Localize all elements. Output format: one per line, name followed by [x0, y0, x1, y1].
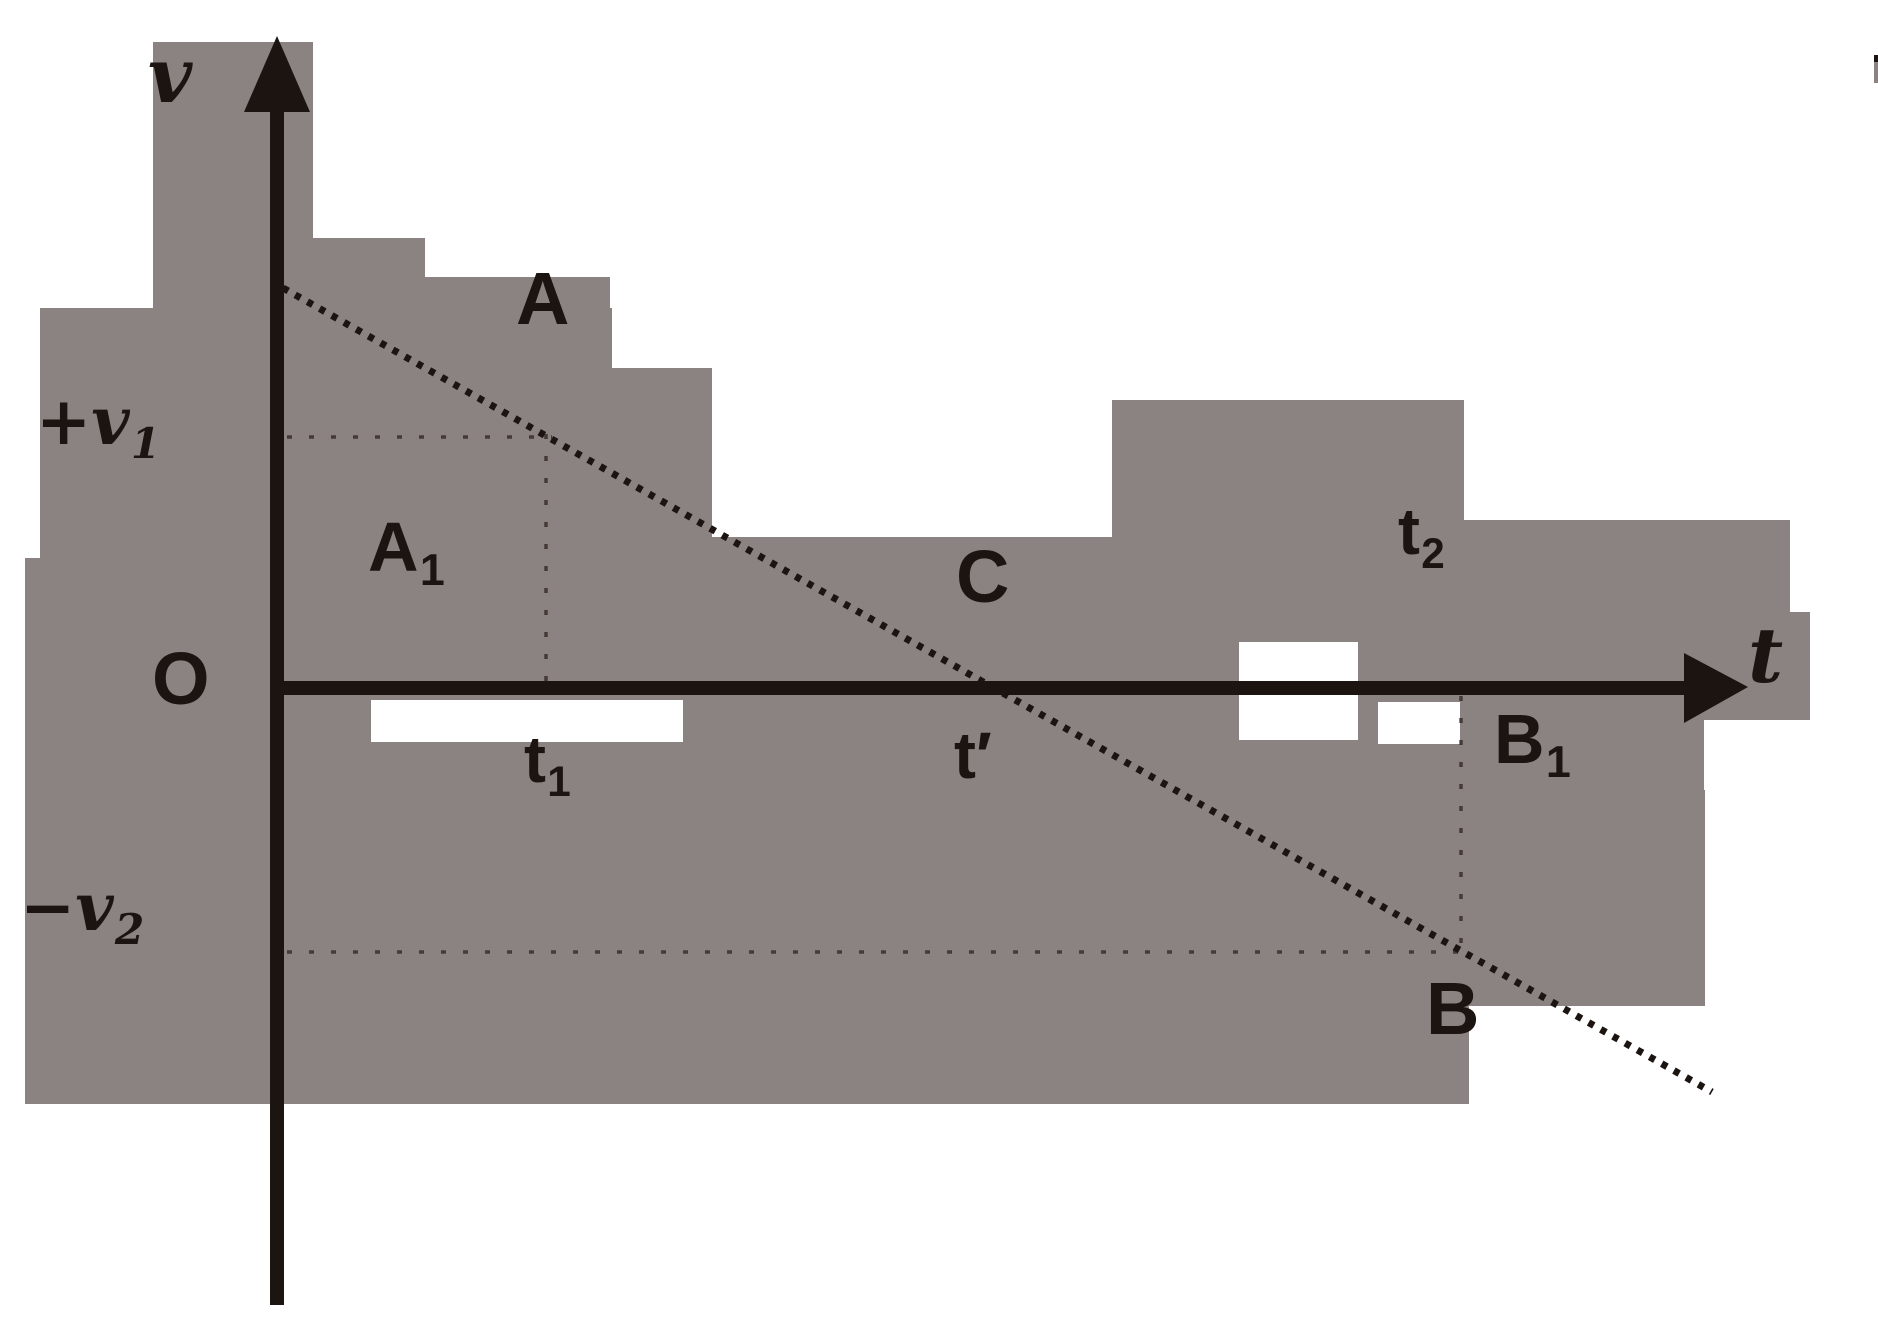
label-v-axis-label: v — [148, 38, 192, 114]
label-plus-v1-text: +v — [36, 382, 130, 460]
label-point-B1: B1 — [1494, 704, 1571, 785]
label-tick-tprime-text: t′ — [954, 718, 992, 792]
label-plus-v1-subscript: 1 — [130, 417, 161, 468]
label-plus-v1: +v1 — [36, 388, 160, 464]
label-minus-v2: −v2 — [20, 874, 144, 950]
scan-gray-patch — [1112, 400, 1464, 542]
label-tick-t2: t2 — [1398, 498, 1445, 574]
scan-white-notch — [371, 700, 683, 742]
label-t-axis-label-text: t — [1748, 611, 1784, 700]
label-t-axis-label: t — [1748, 618, 1783, 694]
label-tick-t2-text: t — [1398, 494, 1420, 568]
label-area-A1-subscript: 1 — [419, 545, 445, 596]
scan-white-notch — [1378, 702, 1460, 744]
label-point-A-text: A — [516, 257, 570, 340]
label-point-C-text: C — [956, 535, 1010, 618]
label-origin: O — [152, 642, 210, 716]
label-point-A: A — [516, 262, 569, 336]
label-area-A1-text: A — [368, 508, 419, 586]
scan-gray-patch — [1235, 790, 1705, 1006]
scan-gray-patch — [25, 558, 629, 1104]
scan-gray-patch — [1704, 612, 1810, 720]
t-axis-arrowhead-icon — [1684, 653, 1748, 723]
label-tick-t1: t1 — [524, 726, 571, 802]
label-point-B1-text: B — [1494, 700, 1545, 778]
scan-edge-artifact — [1874, 55, 1878, 62]
v-axis-arrowhead-icon — [244, 36, 310, 112]
label-minus-v2-text: −v — [20, 868, 114, 946]
label-origin-text: O — [152, 637, 210, 720]
label-tick-t2-subscript: 2 — [1421, 529, 1445, 577]
label-minus-v2-subscript: 2 — [114, 903, 145, 954]
label-area-A1: A1 — [368, 512, 445, 593]
label-tick-tprime: t′ — [954, 722, 992, 788]
label-tick-t1-text: t — [524, 722, 546, 796]
label-point-C: C — [956, 540, 1009, 614]
label-point-B-text: B — [1426, 967, 1480, 1050]
label-point-B1-subscript: 1 — [1545, 737, 1571, 788]
label-point-B: B — [1426, 972, 1479, 1046]
label-tick-t1-subscript: 1 — [547, 757, 571, 805]
label-v-axis-label-text: v — [148, 31, 193, 120]
scan-gray-patch — [1874, 55, 1878, 83]
